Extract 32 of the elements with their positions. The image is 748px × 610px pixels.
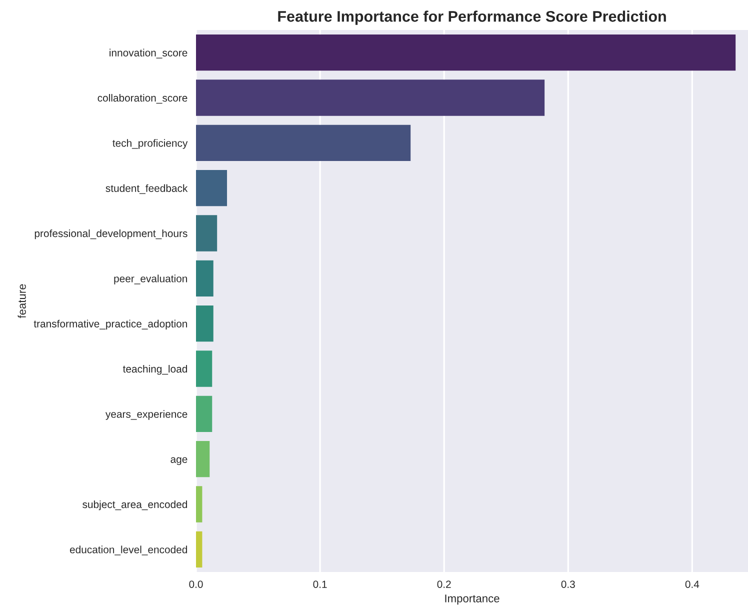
y-tick-label: years_experience <box>105 410 188 420</box>
bar <box>196 441 210 478</box>
y-tick-label: student_feedback <box>106 184 188 194</box>
bar <box>196 34 736 71</box>
y-tick-label: education_level_encoded <box>70 546 188 556</box>
bar <box>196 350 212 387</box>
bar <box>196 215 218 252</box>
bar <box>196 486 202 522</box>
y-tick-label: transformative_practice_adoption <box>34 320 187 330</box>
y-tick-label: collaboration_score <box>98 94 188 104</box>
bar <box>196 80 545 116</box>
y-tick-label: teaching_load <box>122 364 187 375</box>
x-tick-label: 0.1 <box>313 580 327 588</box>
y-tick-label: peer_evaluation <box>114 274 187 284</box>
y-tick-label: professional_development_hours <box>34 229 188 240</box>
chart-title: Feature Importance for Performance Score Prediction <box>278 10 666 25</box>
bar <box>196 170 228 206</box>
x-tick-label: 0.2 <box>437 580 451 588</box>
y-tick-label: innovation_score <box>110 48 188 58</box>
y-tick-label: tech_proficiency <box>112 139 188 149</box>
bar <box>196 396 212 432</box>
bar <box>196 260 214 296</box>
bar <box>196 306 214 342</box>
y-tick-label: subject_area_encoded <box>82 500 188 510</box>
bar <box>196 531 202 568</box>
x-tick-label: 0.0 <box>189 580 203 588</box>
bar <box>196 124 411 161</box>
x-tick-label: 0.4 <box>685 580 700 588</box>
y-tick-label: age <box>170 457 188 466</box>
y-axis-title: feature <box>18 284 26 318</box>
x-axis-title: Importance <box>445 594 500 605</box>
x-tick-label: 0.3 <box>561 580 575 588</box>
